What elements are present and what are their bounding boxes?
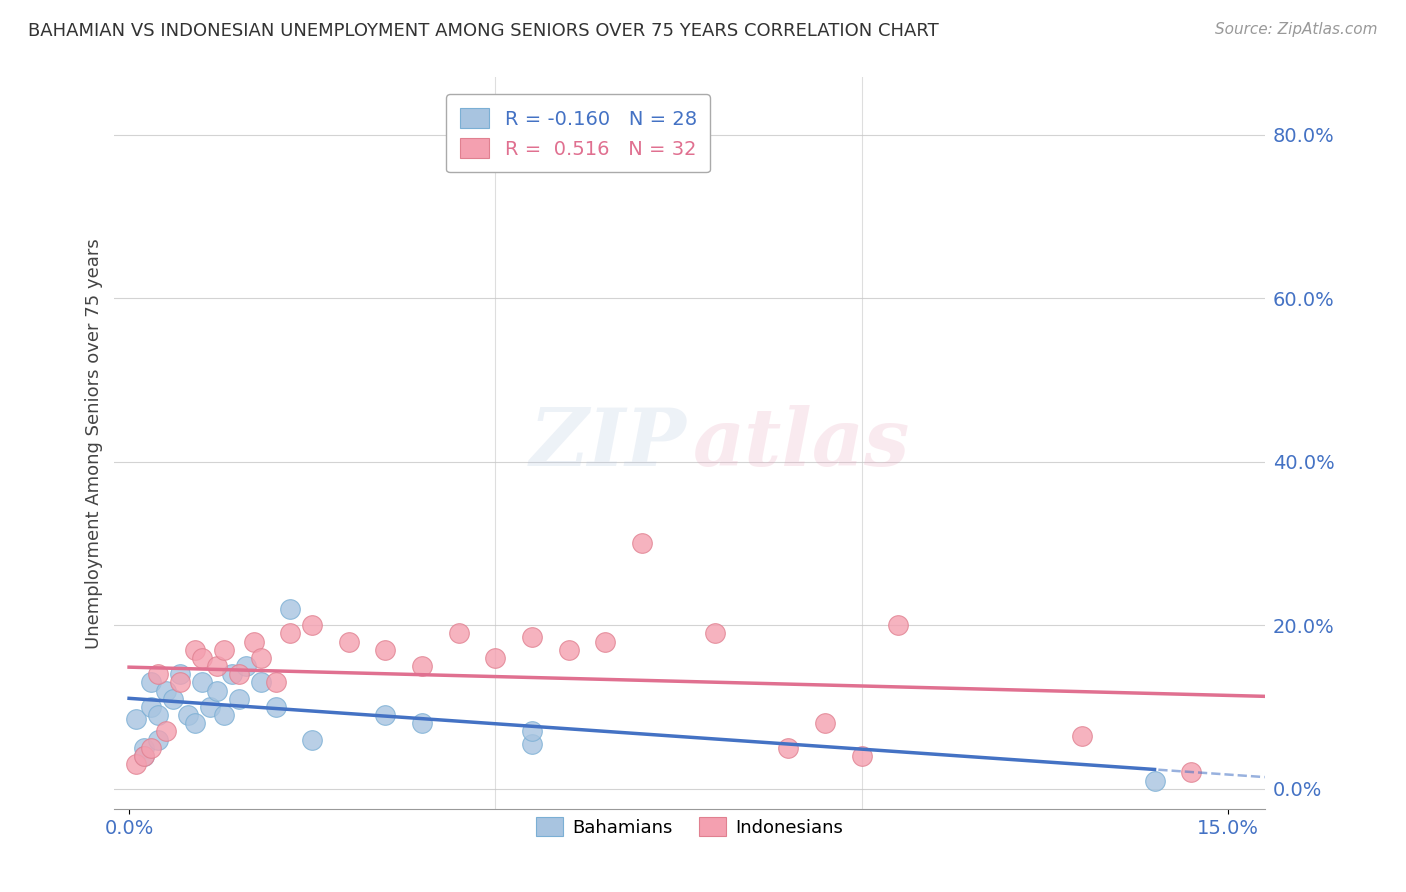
Text: BAHAMIAN VS INDONESIAN UNEMPLOYMENT AMONG SENIORS OVER 75 YEARS CORRELATION CHAR: BAHAMIAN VS INDONESIAN UNEMPLOYMENT AMON… <box>28 22 939 40</box>
Point <box>169 675 191 690</box>
Point <box>278 602 301 616</box>
Point <box>814 716 837 731</box>
Text: ZIP: ZIP <box>529 405 686 482</box>
Point <box>520 724 543 739</box>
Point <box>778 740 800 755</box>
Point <box>374 642 396 657</box>
Point <box>250 675 273 690</box>
Point <box>184 716 207 731</box>
Point <box>484 651 506 665</box>
Point <box>125 757 148 772</box>
Point <box>214 708 236 723</box>
Point <box>155 724 177 739</box>
Point <box>411 716 433 731</box>
Point <box>301 732 323 747</box>
Point <box>198 700 221 714</box>
Point <box>374 708 396 723</box>
Point <box>176 708 198 723</box>
Point <box>139 700 162 714</box>
Point <box>557 642 579 657</box>
Point <box>704 626 727 640</box>
Y-axis label: Unemployment Among Seniors over 75 years: Unemployment Among Seniors over 75 years <box>86 238 103 648</box>
Point <box>520 737 543 751</box>
Point <box>139 740 162 755</box>
Point <box>337 634 360 648</box>
Point <box>155 683 177 698</box>
Point <box>162 691 184 706</box>
Point <box>132 749 155 764</box>
Point <box>264 700 287 714</box>
Point <box>139 675 162 690</box>
Point <box>1180 765 1202 780</box>
Point <box>242 634 264 648</box>
Point <box>520 631 543 645</box>
Point <box>1070 729 1092 743</box>
Text: Source: ZipAtlas.com: Source: ZipAtlas.com <box>1215 22 1378 37</box>
Text: atlas: atlas <box>693 405 910 482</box>
Point <box>184 642 207 657</box>
Point <box>169 667 191 681</box>
Point <box>205 683 228 698</box>
Point <box>631 536 654 550</box>
Point <box>1143 773 1166 788</box>
Point <box>125 712 148 726</box>
Point <box>228 667 250 681</box>
Point <box>228 691 250 706</box>
Point <box>132 740 155 755</box>
Point <box>278 626 301 640</box>
Point <box>132 749 155 764</box>
Point <box>221 667 243 681</box>
Point <box>887 618 910 632</box>
Point <box>148 667 170 681</box>
Point <box>205 659 228 673</box>
Point <box>148 708 170 723</box>
Point <box>214 642 236 657</box>
Point <box>250 651 273 665</box>
Point <box>301 618 323 632</box>
Point <box>148 732 170 747</box>
Point <box>191 675 214 690</box>
Point <box>411 659 433 673</box>
Point <box>595 634 617 648</box>
Legend: Bahamians, Indonesians: Bahamians, Indonesians <box>529 810 851 844</box>
Point <box>264 675 287 690</box>
Point <box>235 659 257 673</box>
Point <box>447 626 470 640</box>
Point <box>191 651 214 665</box>
Point <box>851 749 873 764</box>
